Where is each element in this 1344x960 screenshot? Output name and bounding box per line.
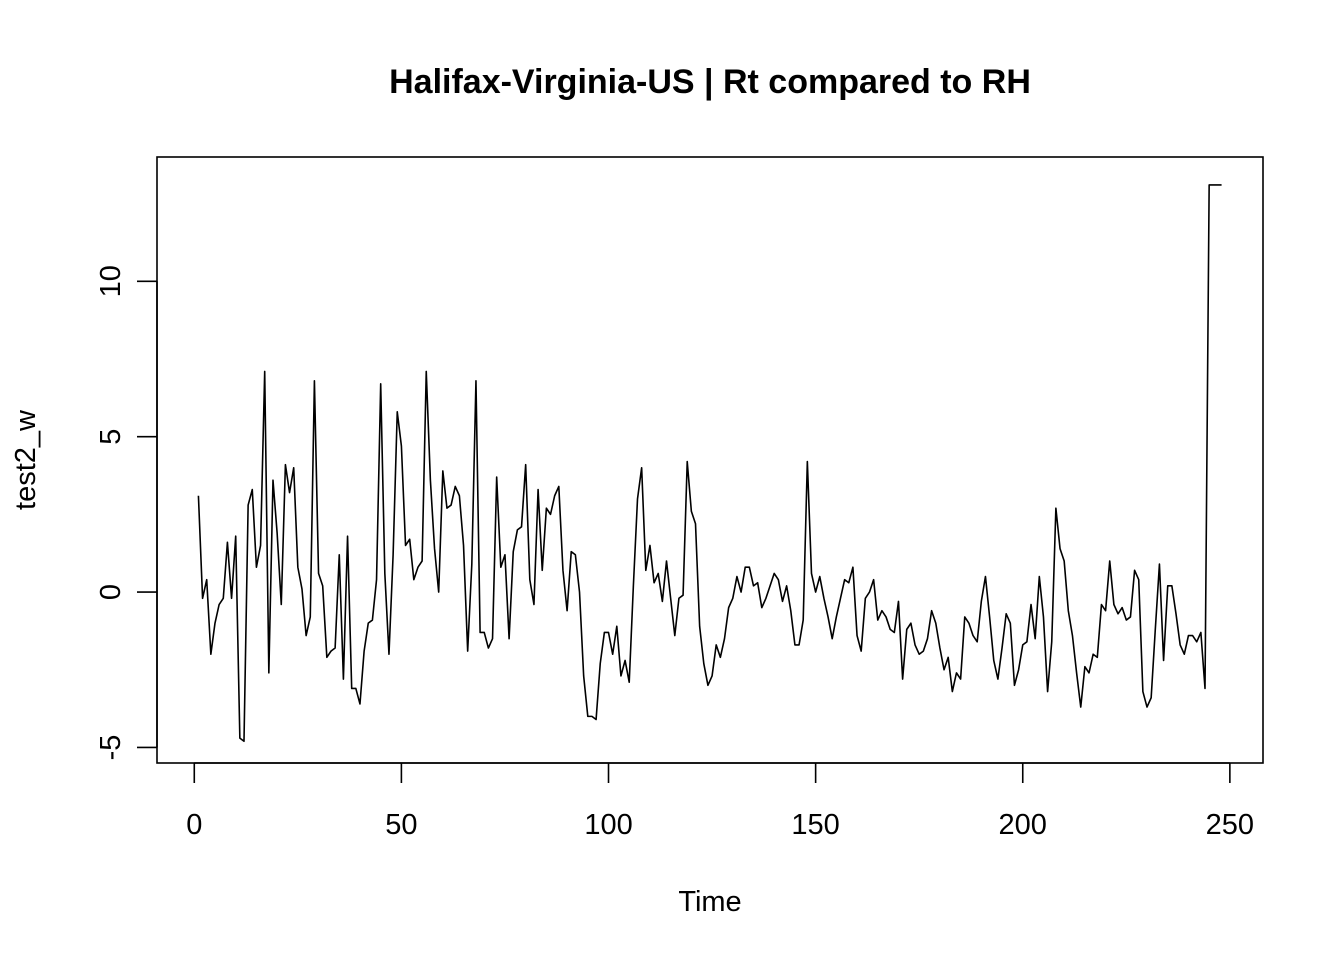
x-tick-label: 0 (186, 809, 202, 841)
series-line (197, 184, 1222, 743)
y-axis: -5 0 5 10 (95, 265, 158, 761)
y-tick-label: -5 (95, 735, 127, 761)
y-axis-label: test2_w (10, 409, 42, 510)
y-tick-label: 5 (95, 429, 127, 445)
x-tick-label: 50 (385, 809, 417, 841)
x-tick-label: 100 (584, 809, 632, 841)
x-tick-label: 250 (1206, 809, 1254, 841)
plot-box (156, 156, 1264, 764)
y-tick-label: 10 (95, 265, 127, 297)
x-axis: 0 50 100 150 200 250 (186, 762, 1254, 841)
chart-title: Halifax-Virginia-US | Rt compared to RH (389, 63, 1031, 101)
x-tick-label: 150 (791, 809, 839, 841)
y-tick-label: 0 (95, 584, 127, 600)
x-tick-label: 200 (999, 809, 1047, 841)
x-axis-label: Time (678, 886, 741, 918)
